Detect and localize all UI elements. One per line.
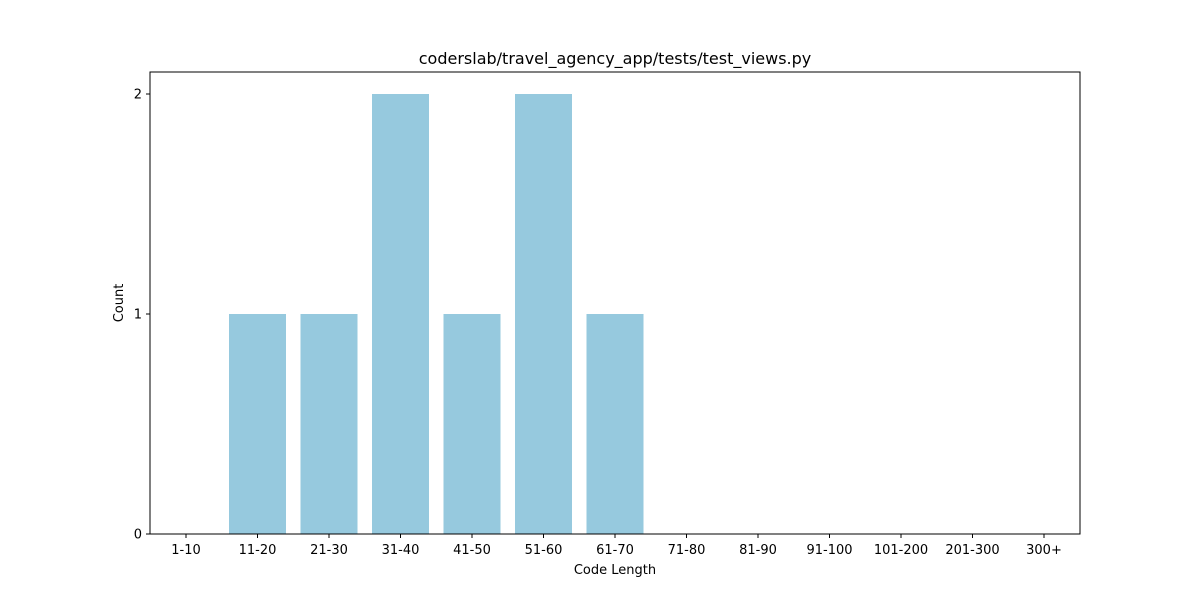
y-axis-ticks: 0 1 2 (134, 88, 150, 543)
x-tick-label: 21-30 (310, 543, 348, 558)
bar-51-60 (515, 94, 572, 534)
x-tick-label: 201-300 (945, 543, 999, 558)
x-axis-ticks: 1-10 11-20 21-30 31-40 41-50 51-60 61-70 71-80 8… (171, 534, 1062, 558)
x-tick-label: 81-90 (739, 543, 777, 558)
x-tick-label: 91-100 (806, 543, 852, 558)
x-tick-label: 11-20 (239, 543, 277, 558)
x-tick-label: 61-70 (596, 543, 634, 558)
bar-61-70 (586, 314, 644, 534)
x-tick-label: 71-80 (668, 543, 706, 558)
x-tick-label: 101-200 (874, 543, 928, 558)
y-tick-label: 0 (134, 528, 142, 543)
bar-11-20 (229, 314, 286, 534)
x-tick-label: 31-40 (382, 543, 420, 558)
y-tick-label: 1 (134, 308, 142, 323)
x-tick-label: 1-10 (171, 543, 201, 558)
x-tick-label: 300+ (1026, 543, 1062, 558)
x-tick-label: 51-60 (525, 543, 563, 558)
x-tick-label: 41-50 (453, 543, 491, 558)
bar-31-40 (372, 94, 429, 534)
chart-title: coderslab/travel_agency_app/tests/test_v… (419, 49, 812, 69)
y-axis-label: Count (112, 284, 127, 323)
plot-frame (149, 71, 1081, 535)
bar-21-30 (300, 314, 358, 534)
y-tick-label: 2 (134, 88, 142, 103)
x-axis-label: Code Length (574, 563, 656, 578)
bars-group (229, 94, 644, 534)
bar-41-50 (443, 314, 501, 534)
